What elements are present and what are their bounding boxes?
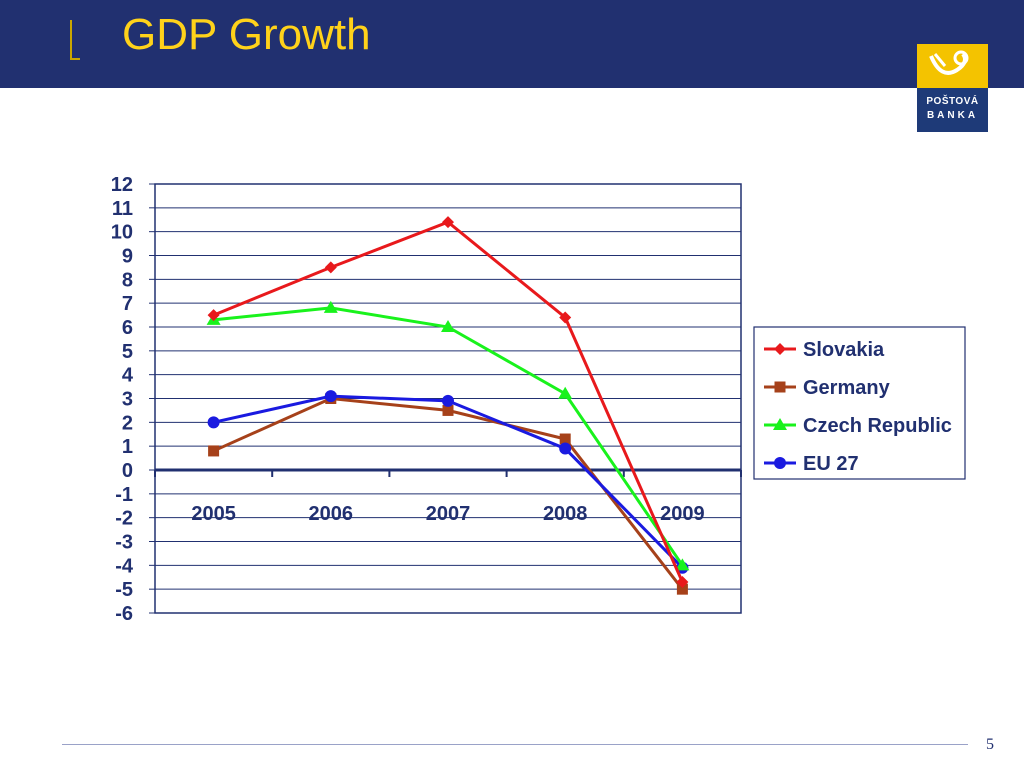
- x-category-label: 2006: [309, 503, 354, 525]
- data-point-slovakia: [324, 261, 337, 274]
- y-tick-label: 7: [122, 293, 133, 315]
- y-tick-label: 1: [122, 436, 133, 458]
- legend-marker-slovakia: [774, 343, 786, 355]
- x-category-label: 2007: [426, 503, 471, 525]
- y-tick-label: -4: [115, 555, 134, 577]
- data-point-eu-27: [324, 390, 337, 403]
- y-tick-label: 5: [122, 341, 133, 363]
- page-title: GDP Growth: [122, 10, 371, 59]
- legend-marker-eu-27: [774, 457, 786, 469]
- y-tick-label: 0: [122, 460, 133, 482]
- data-point-slovakia: [207, 309, 220, 322]
- logo-text-line1: POŠTOVÁ: [926, 96, 979, 107]
- data-point-eu-27: [442, 394, 454, 407]
- legend-label-eu-27: EU 27: [803, 453, 859, 475]
- post-horn-icon: [917, 44, 988, 88]
- data-point-czech-republic: [675, 558, 690, 571]
- data-point-eu-27: [559, 442, 572, 455]
- header-bar: GDP Growth: [0, 0, 1024, 88]
- y-tick-label: 4: [122, 365, 134, 387]
- y-tick-label: 11: [112, 198, 133, 220]
- series-group: [206, 216, 690, 595]
- legend-label-slovakia: Slovakia: [803, 339, 885, 361]
- x-axis: 2005 2006 2007 2008 2009: [154, 468, 742, 525]
- legend-marker-germany: [774, 381, 786, 393]
- y-tick-label: -1: [115, 484, 133, 506]
- data-point-slovakia: [559, 311, 572, 324]
- x-category-label: 2008: [543, 503, 588, 525]
- data-point-germany: [676, 583, 688, 595]
- legend: Slovakia Germany Czech Republic EU 27: [753, 326, 966, 480]
- y-tick-label: 2: [122, 412, 133, 434]
- x-category-label: 2009: [660, 503, 705, 525]
- legend-label-czech-republic: Czech Republic: [803, 415, 952, 437]
- y-tick-label: -5: [115, 579, 133, 601]
- y-tick-label: -2: [115, 508, 133, 530]
- data-point-germany: [208, 445, 220, 457]
- logo-text-line2: BANKA: [926, 110, 979, 121]
- x-category-label: 2005: [191, 503, 236, 525]
- page-number: 5: [986, 736, 994, 753]
- legend-marker-czech-republic: [773, 418, 787, 430]
- title-bracket-decoration: [70, 20, 80, 60]
- y-tick-label: 12: [111, 174, 133, 196]
- footer-divider: [62, 744, 968, 745]
- postova-banka-logo: POŠTOVÁ BANKA: [917, 44, 988, 132]
- y-tick-label: -3: [115, 532, 133, 554]
- data-point-czech-republic: [323, 300, 338, 313]
- gridlines: [155, 207, 741, 590]
- y-tick-label: -6: [115, 603, 133, 625]
- legend-box: [753, 326, 966, 480]
- y-tick-label: 3: [122, 389, 133, 411]
- y-tick-label: 10: [111, 222, 133, 244]
- y-tick-label: 6: [122, 317, 133, 339]
- data-point-germany: [559, 433, 571, 445]
- y-tick-label: 8: [122, 269, 133, 291]
- data-point-czech-republic: [441, 320, 455, 332]
- data-point-germany: [442, 404, 454, 416]
- legend-label-germany: Germany: [803, 377, 891, 399]
- y-tick-label: 9: [122, 246, 133, 268]
- data-point-czech-republic: [558, 386, 573, 399]
- data-point-slovakia: [442, 216, 454, 229]
- data-point-slovakia: [676, 576, 689, 589]
- data-point-eu-27: [207, 416, 220, 429]
